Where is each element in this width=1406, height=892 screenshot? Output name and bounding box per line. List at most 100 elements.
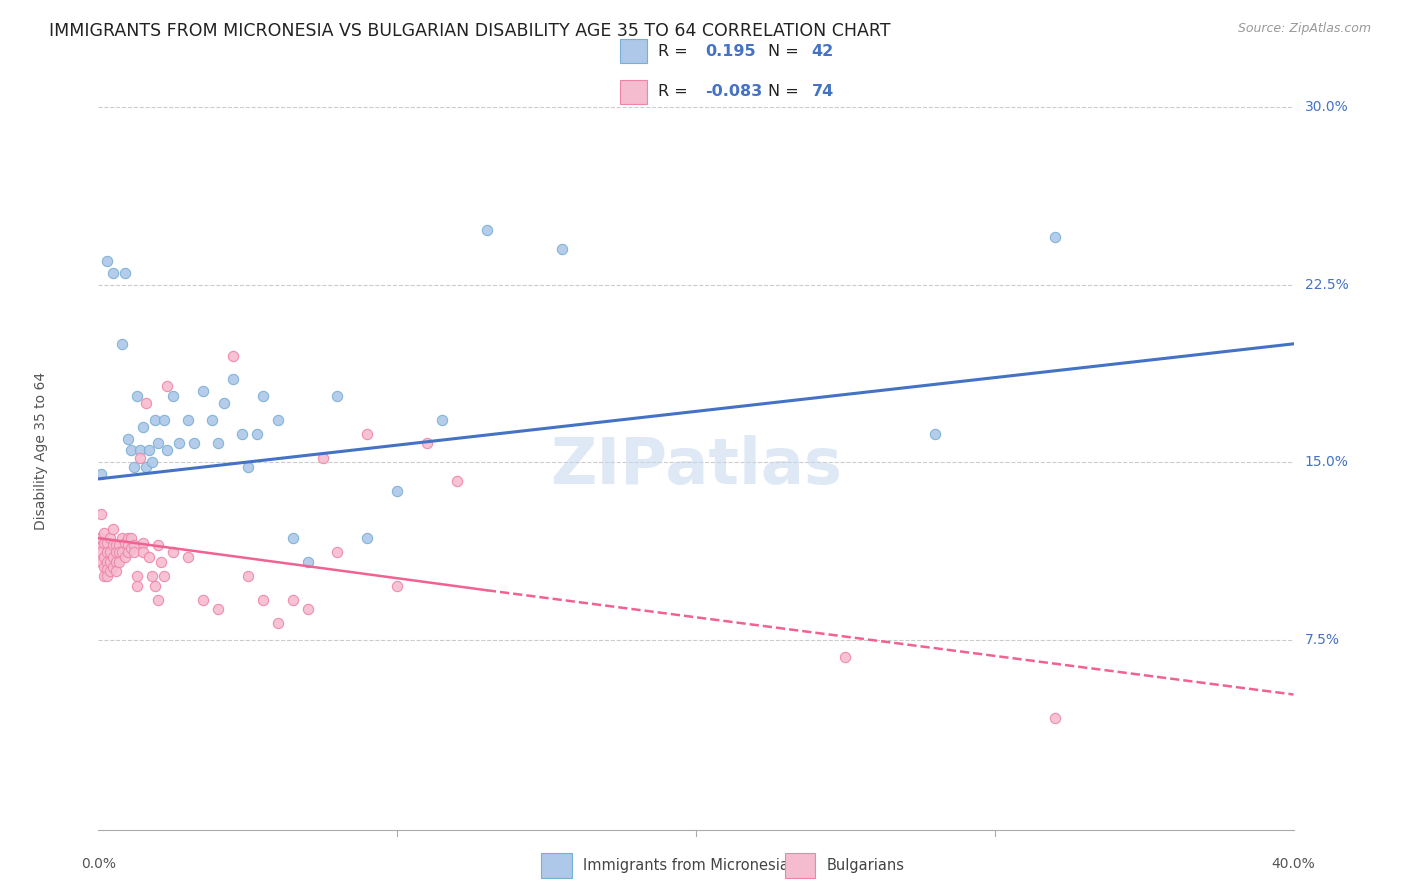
Point <box>120 443 142 458</box>
Point <box>267 412 290 426</box>
Point <box>96 569 118 583</box>
Point <box>114 266 136 280</box>
Point <box>114 536 136 550</box>
Point <box>127 578 149 592</box>
Point <box>124 545 146 559</box>
Point <box>90 467 112 482</box>
Point <box>103 559 125 574</box>
Point <box>143 578 166 592</box>
Point <box>98 545 122 559</box>
Point <box>93 550 115 565</box>
Text: R =: R = <box>658 44 693 59</box>
Point <box>191 592 214 607</box>
Text: 40.0%: 40.0% <box>1271 857 1316 871</box>
Point <box>252 592 274 607</box>
Point <box>446 475 468 489</box>
Point <box>90 555 112 569</box>
Point <box>132 419 155 434</box>
Text: 74: 74 <box>811 85 834 99</box>
Point <box>98 555 122 569</box>
Point <box>98 564 122 578</box>
Point <box>356 531 378 545</box>
Point <box>117 432 139 446</box>
FancyBboxPatch shape <box>620 80 647 103</box>
Point <box>297 555 319 569</box>
Text: 7.5%: 7.5% <box>1305 633 1340 647</box>
Point <box>141 569 163 583</box>
Point <box>475 223 498 237</box>
Text: -0.083: -0.083 <box>704 85 762 99</box>
Point <box>98 531 122 545</box>
Point <box>143 412 166 426</box>
Point <box>207 436 229 450</box>
Text: N =: N = <box>768 85 804 99</box>
Point <box>150 555 173 569</box>
Point <box>385 483 409 498</box>
FancyBboxPatch shape <box>620 39 647 62</box>
Point <box>236 569 259 583</box>
Point <box>127 389 149 403</box>
Point <box>156 443 179 458</box>
Point <box>93 569 115 583</box>
Point <box>108 555 131 569</box>
Point <box>167 436 190 450</box>
Point <box>297 602 319 616</box>
Point <box>105 564 128 578</box>
Point <box>141 455 163 469</box>
Point <box>129 443 152 458</box>
Point <box>90 508 112 522</box>
Point <box>267 616 290 631</box>
Point <box>103 266 125 280</box>
Point <box>326 545 349 559</box>
Point <box>129 450 152 465</box>
Point <box>103 550 125 565</box>
Point <box>132 536 155 550</box>
Point <box>1043 230 1066 244</box>
Text: Source: ZipAtlas.com: Source: ZipAtlas.com <box>1237 22 1371 36</box>
Point <box>108 545 131 559</box>
Point <box>105 538 128 552</box>
Point <box>111 545 134 559</box>
Point <box>93 526 115 541</box>
Point <box>252 389 274 403</box>
Text: Immigrants from Micronesia: Immigrants from Micronesia <box>583 858 789 872</box>
Point <box>111 531 134 545</box>
Point <box>162 389 184 403</box>
Point <box>924 426 946 441</box>
Point <box>385 578 409 592</box>
Point <box>207 602 229 616</box>
Point <box>153 412 176 426</box>
Point <box>108 538 131 552</box>
Point <box>231 426 253 441</box>
Point <box>105 545 128 559</box>
Point <box>103 522 125 536</box>
Point <box>246 426 269 441</box>
Text: Bulgarians: Bulgarians <box>827 858 904 872</box>
Point <box>222 349 245 363</box>
Text: N =: N = <box>768 44 804 59</box>
Text: R =: R = <box>658 85 693 99</box>
Point <box>135 396 157 410</box>
Point <box>124 538 146 552</box>
Point <box>111 336 134 351</box>
Point <box>87 538 110 552</box>
Point <box>834 649 856 664</box>
Point <box>90 531 112 545</box>
Text: IMMIGRANTS FROM MICRONESIA VS BULGARIAN DISABILITY AGE 35 TO 64 CORRELATION CHAR: IMMIGRANTS FROM MICRONESIA VS BULGARIAN … <box>49 22 891 40</box>
Point <box>550 242 572 256</box>
Point <box>127 569 149 583</box>
Point <box>212 396 235 410</box>
Point <box>96 562 118 576</box>
Text: 0.0%: 0.0% <box>82 857 115 871</box>
Point <box>416 436 439 450</box>
Point <box>1043 711 1066 725</box>
Point <box>117 531 139 545</box>
Point <box>148 538 170 552</box>
Point <box>156 379 179 393</box>
Point <box>177 412 200 426</box>
Point <box>191 384 214 399</box>
Point <box>117 538 139 552</box>
Point <box>103 538 125 552</box>
Point <box>326 389 349 403</box>
Text: Disability Age 35 to 64: Disability Age 35 to 64 <box>34 371 48 530</box>
